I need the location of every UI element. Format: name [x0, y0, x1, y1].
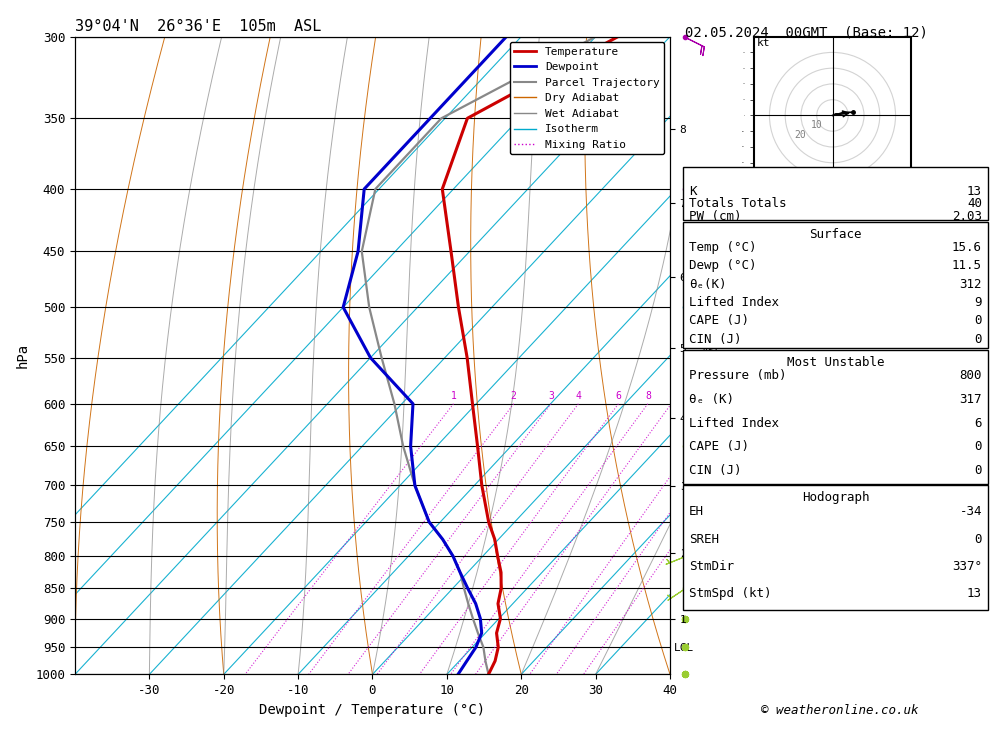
Text: K: K [689, 185, 696, 198]
Text: 20: 20 [795, 130, 806, 139]
Text: 0: 0 [974, 440, 982, 453]
Text: 0: 0 [974, 314, 982, 327]
Text: Hodograph: Hodograph [802, 491, 869, 504]
Y-axis label: km
ASL: km ASL [701, 334, 722, 356]
Text: CAPE (J): CAPE (J) [689, 440, 749, 453]
Y-axis label: hPa: hPa [16, 343, 30, 368]
Text: 317: 317 [960, 393, 982, 406]
Text: CAPE (J): CAPE (J) [689, 314, 749, 327]
Text: 11.5: 11.5 [952, 259, 982, 272]
Text: Dewp (°C): Dewp (°C) [689, 259, 757, 272]
Text: 0: 0 [974, 533, 982, 545]
Text: Totals Totals: Totals Totals [689, 197, 786, 210]
Text: θₑ(K): θₑ(K) [689, 278, 726, 290]
Text: 2: 2 [511, 391, 517, 401]
Text: 02.05.2024  00GMT  (Base: 12): 02.05.2024 00GMT (Base: 12) [685, 26, 928, 40]
Text: 3: 3 [548, 391, 554, 401]
Text: Lifted Index: Lifted Index [689, 416, 779, 430]
Text: Most Unstable: Most Unstable [787, 356, 884, 369]
Text: kt: kt [757, 38, 770, 48]
Text: 13: 13 [967, 587, 982, 600]
Text: 4: 4 [575, 391, 581, 401]
Text: 15.6: 15.6 [952, 241, 982, 254]
Text: 40: 40 [967, 197, 982, 210]
Text: θₑ (K): θₑ (K) [689, 393, 734, 406]
Text: SREH: SREH [689, 533, 719, 545]
Text: CIN (J): CIN (J) [689, 464, 742, 476]
Text: Temp (°C): Temp (°C) [689, 241, 757, 254]
Text: PW (cm): PW (cm) [689, 210, 742, 223]
Text: LCL: LCL [674, 644, 694, 653]
X-axis label: Dewpoint / Temperature (°C): Dewpoint / Temperature (°C) [259, 703, 486, 717]
Text: 6: 6 [974, 416, 982, 430]
Legend: Temperature, Dewpoint, Parcel Trajectory, Dry Adiabat, Wet Adiabat, Isotherm, Mi: Temperature, Dewpoint, Parcel Trajectory… [510, 43, 664, 155]
Text: 312: 312 [960, 278, 982, 290]
Text: 2.03: 2.03 [952, 210, 982, 223]
Text: -34: -34 [960, 506, 982, 518]
Text: Pressure (mb): Pressure (mb) [689, 369, 786, 383]
Text: 13: 13 [967, 185, 982, 198]
Text: 9: 9 [974, 296, 982, 309]
Text: 0: 0 [974, 333, 982, 345]
Text: Surface: Surface [809, 228, 862, 241]
Text: StmDir: StmDir [689, 560, 734, 572]
Text: EH: EH [689, 506, 704, 518]
Text: 39°04'N  26°36'E  105m  ASL: 39°04'N 26°36'E 105m ASL [75, 19, 321, 34]
Text: Lifted Index: Lifted Index [689, 296, 779, 309]
Text: © weatheronline.co.uk: © weatheronline.co.uk [761, 704, 919, 717]
Text: StmSpd (kt): StmSpd (kt) [689, 587, 772, 600]
Text: 337°: 337° [952, 560, 982, 572]
Text: 10: 10 [810, 120, 822, 130]
Text: 8: 8 [645, 391, 651, 401]
Text: CIN (J): CIN (J) [689, 333, 742, 345]
Text: 1: 1 [451, 391, 456, 401]
Text: 800: 800 [960, 369, 982, 383]
Text: 0: 0 [974, 464, 982, 476]
Text: 6: 6 [615, 391, 621, 401]
